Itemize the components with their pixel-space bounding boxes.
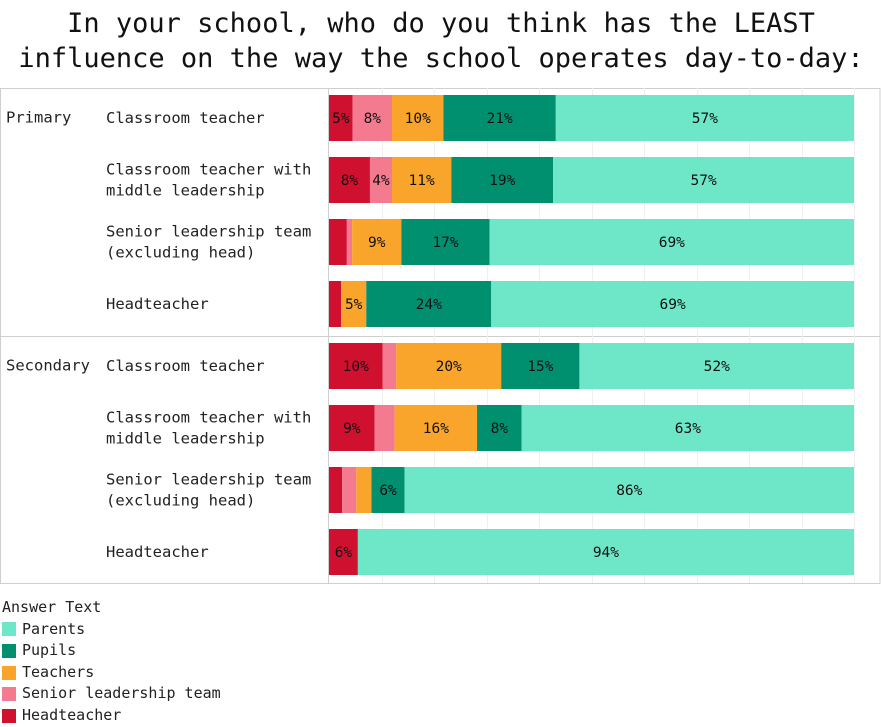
group-label: Primary — [6, 109, 71, 127]
legend-items: Parents Pupils Teachers Senior leadership t… — [2, 619, 221, 727]
row-label: Senior leadership team (excluding head) — [106, 223, 311, 262]
bar-segment-headteacher — [329, 157, 370, 203]
legend-title: Answer Text — [2, 598, 102, 616]
data-label: 5% — [332, 111, 350, 127]
legend-label: Senior leadership team — [22, 684, 221, 703]
bar-segment-headteacher — [329, 281, 342, 327]
legend-swatch — [2, 708, 16, 723]
bar-segment-parents — [553, 157, 854, 203]
data-label: 69% — [660, 297, 686, 313]
row-label: Classroom teacher — [106, 357, 265, 375]
bar-segment-teachers — [356, 467, 372, 513]
bar-segment-pupils — [371, 467, 405, 513]
legend-label: Pupils — [22, 641, 77, 660]
bar-segment-headteacher — [329, 405, 375, 451]
data-label: 69% — [659, 235, 685, 251]
bar-segment-headteacher — [329, 95, 353, 141]
bar-segment-pupils — [401, 219, 490, 265]
chart-title: In your school, who do you think has the… — [18, 8, 864, 74]
bar-segment-pupils — [443, 95, 556, 141]
legend: Answer Text Parents Pupils Teachers Senior … — [2, 597, 221, 727]
data-label: 21% — [487, 111, 513, 127]
data-label: 9% — [368, 235, 386, 251]
bar-segment-senior-leadership-team — [382, 343, 397, 389]
data-label: 52% — [704, 359, 730, 375]
bar-segment-teachers — [394, 405, 478, 451]
group-label: Secondary — [6, 357, 90, 375]
legend-label: Parents — [22, 619, 86, 638]
legend-label: Teachers — [22, 662, 95, 681]
data-label: 6% — [335, 545, 353, 561]
data-label: 10% — [343, 359, 369, 375]
data-label: 10% — [405, 111, 431, 127]
bar-segment-headteacher — [329, 467, 343, 513]
data-label: 8% — [341, 173, 359, 189]
bar-segment-pupils — [366, 281, 492, 327]
data-label: 17% — [432, 235, 458, 251]
data-label: 63% — [675, 421, 701, 437]
bar-segment-pupils — [501, 343, 580, 389]
legend-swatch — [2, 665, 16, 680]
row-label: Headteacher — [106, 543, 209, 561]
row-label: Classroom teacher with middle leadership — [106, 409, 311, 448]
legend-item-senior-leadership-team[interactable]: Senior leadership team — [2, 683, 221, 705]
legend-swatch — [2, 622, 16, 637]
bar-segment-parents — [404, 467, 854, 513]
bar-segment-headteacher — [329, 529, 358, 575]
bar-segment-teachers — [341, 281, 367, 327]
data-label: 16% — [423, 421, 449, 437]
bar-segment-teachers — [392, 157, 452, 203]
data-label: 8% — [491, 421, 509, 437]
bar-segment-teachers — [392, 95, 444, 141]
row-label: Classroom teacher with middle leadership — [106, 161, 311, 200]
bar-segment-parents — [521, 405, 854, 451]
bar-segment-senior-leadership-team — [369, 157, 392, 203]
data-label: 20% — [436, 359, 462, 375]
data-label: 15% — [527, 359, 553, 375]
legend-item-teachers[interactable]: Teachers — [2, 662, 221, 684]
bar-segment-parents — [491, 281, 854, 327]
bar-segment-pupils — [451, 157, 554, 203]
bar-segment-headteacher — [329, 343, 383, 389]
data-label: 24% — [416, 297, 442, 313]
data-label: 4% — [372, 173, 390, 189]
data-label: 11% — [409, 173, 435, 189]
bar-segment-parents — [489, 219, 854, 265]
row-label: Headteacher — [106, 295, 209, 313]
legend-item-pupils[interactable]: Pupils — [2, 640, 221, 662]
legend-swatch — [2, 687, 16, 702]
row-label: Senior leadership team (excluding head) — [106, 471, 311, 510]
data-label: 57% — [690, 173, 716, 189]
bar-segment-teachers — [396, 343, 502, 389]
bar-segment-senior-leadership-team — [374, 405, 395, 451]
bar-segment-parents — [357, 529, 854, 575]
bar-segment-headteacher — [329, 219, 347, 265]
bar-segment-parents — [579, 343, 854, 389]
data-label: 6% — [379, 483, 397, 499]
bar-segment-senior-leadership-team — [346, 219, 353, 265]
data-label: 94% — [593, 545, 619, 561]
legend-item-parents[interactable]: Parents — [2, 619, 221, 641]
legend-item-headteacher[interactable]: Headteacher — [2, 705, 221, 727]
bar-segment-senior-leadership-team — [352, 95, 392, 141]
bar-segment-senior-leadership-team — [342, 467, 357, 513]
bar-segment-parents — [555, 95, 854, 141]
data-label: 9% — [343, 421, 361, 437]
data-label: 19% — [489, 173, 515, 189]
bar-segment-pupils — [477, 405, 522, 451]
data-label: 8% — [364, 111, 382, 127]
data-label: 57% — [692, 111, 718, 127]
legend-swatch — [2, 643, 16, 658]
data-label: 5% — [345, 297, 363, 313]
row-label: Classroom teacher — [106, 109, 265, 127]
data-label: 86% — [616, 483, 642, 499]
legend-label: Headteacher — [22, 705, 122, 724]
bar-segment-teachers — [352, 219, 402, 265]
